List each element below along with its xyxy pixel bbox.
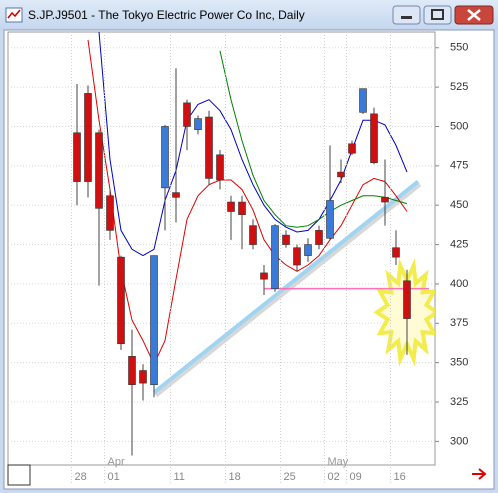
candle-body [106, 195, 114, 231]
candle-body [348, 143, 356, 154]
y-tick-label: 350 [450, 357, 468, 369]
y-tick-label: 550 [450, 42, 468, 54]
maximize-glyph [431, 9, 444, 20]
candle-body [315, 230, 323, 245]
candle-body [370, 113, 378, 163]
candle-body [205, 116, 213, 179]
candle-body [227, 201, 235, 212]
candle-body [260, 272, 268, 280]
candle-body [84, 93, 92, 182]
candle-body [150, 255, 158, 385]
minimize-glyph [401, 16, 412, 19]
maximize-button[interactable] [423, 5, 452, 25]
moving-average-line [98, 32, 408, 257]
candle-body [238, 201, 246, 215]
app-icon-glyph [7, 9, 21, 19]
y-tick-label: 450 [450, 199, 468, 211]
candle-body [304, 244, 312, 256]
candle-body [216, 154, 224, 181]
plot-area [7, 31, 436, 466]
candle-body [249, 225, 257, 245]
window-title: S.JP.J9501 - The Tokyo Electric Power Co… [28, 8, 305, 22]
y-tick-label: 425 [450, 238, 468, 250]
candle-body [326, 200, 334, 239]
month-label: May [328, 456, 349, 468]
candle-body [73, 132, 81, 182]
candle-body [403, 280, 411, 319]
y-tick-label: 500 [450, 120, 468, 132]
candle-body [117, 256, 125, 345]
x-tick-label: 25 [284, 471, 296, 483]
x-tick-label: 28 [75, 471, 87, 483]
candle-body [172, 192, 180, 198]
trendline [152, 180, 420, 395]
x-tick-label: 02 [328, 471, 340, 483]
candle-body [95, 132, 103, 209]
moving-average-line [87, 39, 408, 366]
candle-body [337, 171, 345, 178]
scroll-arrow[interactable] [472, 468, 487, 480]
y-tick-label: 525 [450, 81, 468, 93]
minimize-button[interactable] [392, 5, 421, 25]
y-tick-label: 400 [450, 278, 468, 290]
candle-body [381, 197, 389, 203]
plot-layer [8, 32, 435, 456]
close-glyph [467, 9, 481, 21]
y-tick-label: 475 [450, 160, 468, 172]
x-tick-label: 11 [174, 471, 185, 483]
x-tick-label: 09 [350, 471, 362, 483]
candle-body [359, 88, 367, 113]
candle-body [139, 370, 147, 384]
x-tick-label: 16 [394, 471, 406, 483]
y-tick-label: 300 [450, 435, 468, 447]
y-tick-label: 375 [450, 317, 468, 329]
candle-body [271, 225, 279, 289]
month-label: Apr [108, 456, 125, 468]
moving-average-line [219, 50, 408, 228]
candle-body [194, 118, 202, 130]
y-tick-label: 325 [450, 396, 468, 408]
candle-body [183, 102, 191, 127]
candle-body [392, 247, 400, 258]
trendline-shadow [154, 183, 422, 398]
candle-body [128, 356, 136, 385]
candle-body [293, 247, 301, 266]
x-tick-label: 01 [108, 471, 120, 483]
corner-box[interactable] [7, 464, 31, 486]
candle-body [161, 126, 169, 189]
candle-body [282, 234, 290, 245]
x-tick-label: 18 [229, 471, 241, 483]
